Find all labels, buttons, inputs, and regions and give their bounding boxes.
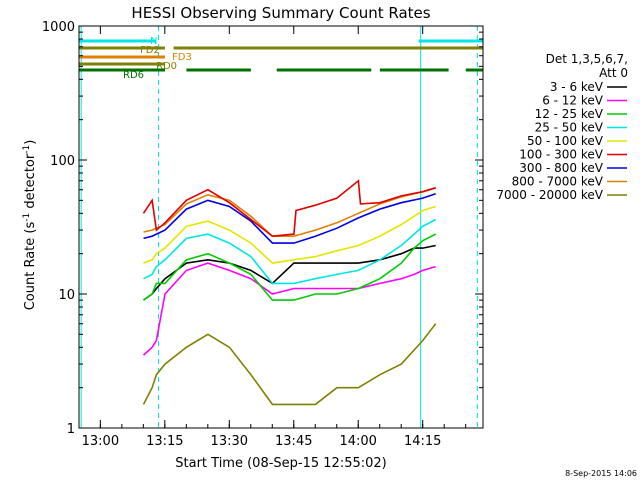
legend-label-6: 300 - 800 keV [519,161,603,175]
y-axis-label: Count Rate (s-1 detector-1) [22,140,38,311]
y-axis-label-text-1: Count Rate (s [23,222,38,311]
flag-label-rd0: RD0 [156,61,177,72]
series-line-4 [143,205,436,264]
chart-title: HESSI Observing Summary Count Rates [131,4,430,22]
x-tick-label-1: 13:15 [146,434,183,449]
legend-label-4: 50 - 100 keV [527,134,604,148]
flag-label-rd6: RD6 [123,70,144,81]
marker-layer [80,26,478,428]
y-axis-label-text-3: ) [23,140,38,145]
y-tick-label-1: 10 [58,288,75,303]
series-layer [142,179,437,406]
legend-label-7: 800 - 7000 keV [512,175,604,189]
legend-label-3: 25 - 50 keV [535,121,604,135]
legend-label-5: 100 - 300 keV [519,148,603,162]
timestamp: 8-Sep-2015 14:06 [565,469,637,478]
series-line-5 [142,179,436,238]
y-tick-label-2: 100 [50,154,75,169]
legend-label-8: 7000 - 20000 keV [496,188,603,202]
y-tick-label-0: 1 [67,422,75,437]
legend-label-1: 6 - 12 keV [542,94,604,108]
x-tick-label-0: 13:00 [82,434,119,449]
y-axis-label-text-2: detector [23,153,38,213]
series-line-8 [142,323,437,406]
series-line-2 [143,233,437,301]
series-line-0 [143,244,436,301]
plot-frame [78,25,484,429]
y-axis-label-sup-1: -1 [22,213,32,222]
x-tick-label-4: 14:00 [339,434,376,449]
flag-label-fd2: FD2 [140,45,160,56]
flag-label-n: N [150,36,157,47]
series-line-6 [143,192,436,244]
x-tick-label-2: 13:30 [211,434,248,449]
legend-label-0: 3 - 6 keV [550,80,604,94]
x-axis-label: Start Time (08-Sep-15 12:55:02) [175,456,386,471]
svg-text:Count Rate (s-1 detector-1): Count Rate (s-1 detector-1) [22,140,38,311]
axes-layer: 13:00 13:15 13:30 13:45 14:00 14:15 1 10 100 1000 [42,20,483,449]
legend-label-2: 12 - 25 keV [535,107,604,121]
legend-header-1: Det 1,3,5,6,7, [546,52,628,66]
x-tick-label-3: 13:45 [275,434,312,449]
series-line-1 [142,262,436,356]
flag-label-fd3: FD3 [172,52,192,63]
y-axis-label-sup-2: -1 [22,145,32,154]
y-tick-label-3: 1000 [42,20,75,35]
legend-header-2: Att 0 [599,66,628,80]
x-tick-label-5: 14:15 [404,434,441,449]
series-line-3 [143,218,437,285]
